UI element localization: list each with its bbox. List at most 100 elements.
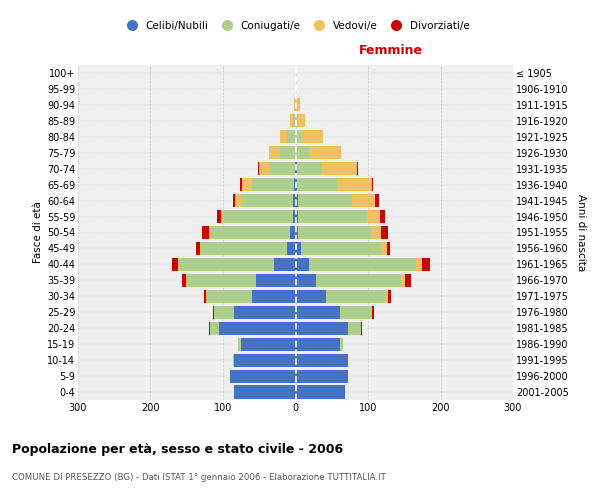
Bar [269,146,280,160]
Bar [293,194,296,207]
Bar [234,386,296,398]
Bar [252,290,296,303]
Bar [293,114,296,128]
Bar [371,306,373,319]
Bar [296,242,301,255]
Text: COMUNE DI PRESEZZO (BG) - Dati ISTAT 1° gennaio 2006 - Elaborazione TUTTITALIA.I: COMUNE DI PRESEZZO (BG) - Dati ISTAT 1° … [12,472,386,482]
Bar [375,194,379,207]
Bar [296,274,316,287]
Bar [294,98,295,112]
Bar [296,354,348,366]
Bar [348,354,349,366]
Bar [201,242,287,255]
Bar [296,370,348,382]
Bar [230,370,296,382]
Bar [206,290,207,303]
Bar [241,194,293,207]
Bar [274,258,296,271]
Bar [316,274,401,287]
Y-axis label: Fasce di età: Fasce di età [32,202,43,264]
Bar [348,322,361,335]
Bar [357,162,358,175]
Bar [296,194,298,207]
Bar [242,178,252,191]
Bar [234,306,296,319]
Bar [241,178,242,191]
Bar [296,322,348,335]
Bar [238,338,241,350]
Bar [200,242,201,255]
Bar [294,178,296,191]
Bar [221,210,224,223]
Bar [172,258,178,271]
Bar [405,274,411,287]
Bar [298,114,305,128]
Bar [209,322,210,335]
Bar [340,338,343,350]
Bar [213,306,214,319]
Bar [210,322,220,335]
Bar [280,146,296,160]
Bar [296,130,301,143]
Y-axis label: Anni di nascita: Anni di nascita [575,194,586,271]
Bar [186,274,187,287]
Bar [252,178,294,191]
Bar [224,210,293,223]
Bar [340,306,371,319]
Bar [290,114,293,128]
Legend: Celibi/Nubili, Coniugati/e, Vedovi/e, Divorziati/e: Celibi/Nubili, Coniugati/e, Vedovi/e, Di… [117,16,474,35]
Bar [367,210,380,223]
Bar [196,242,200,255]
Bar [258,162,259,175]
Bar [269,162,295,175]
Bar [297,178,337,191]
Bar [280,130,287,143]
Bar [296,210,298,223]
Bar [422,258,430,271]
Bar [207,290,252,303]
Bar [298,226,371,239]
Bar [296,146,308,160]
Bar [233,354,234,366]
Text: Popolazione per età, sesso e stato civile - 2006: Popolazione per età, sesso e stato civil… [12,442,343,456]
Bar [301,242,381,255]
Bar [297,162,322,175]
Bar [298,194,352,207]
Bar [296,226,298,239]
Bar [290,226,296,239]
Bar [326,290,385,303]
Bar [296,98,300,112]
Bar [416,258,422,271]
Bar [202,226,209,239]
Bar [380,210,385,223]
Bar [308,146,341,160]
Bar [209,226,211,239]
Bar [217,210,221,223]
Bar [381,226,388,239]
Bar [308,258,416,271]
Bar [371,178,373,191]
Bar [296,386,345,398]
Bar [287,242,296,255]
Bar [387,242,391,255]
Bar [259,162,269,175]
Bar [296,162,297,175]
Bar [373,306,374,319]
Bar [235,194,241,207]
Text: Femmine: Femmine [359,44,423,57]
Bar [296,114,298,128]
Bar [233,194,235,207]
Bar [214,306,234,319]
Bar [220,322,296,335]
Bar [204,290,206,303]
Bar [401,274,405,287]
Bar [337,178,371,191]
Bar [322,162,357,175]
Bar [293,210,296,223]
Bar [296,258,308,271]
Bar [182,274,186,287]
Bar [287,130,296,143]
Bar [295,162,296,175]
Bar [256,274,296,287]
Bar [296,306,340,319]
